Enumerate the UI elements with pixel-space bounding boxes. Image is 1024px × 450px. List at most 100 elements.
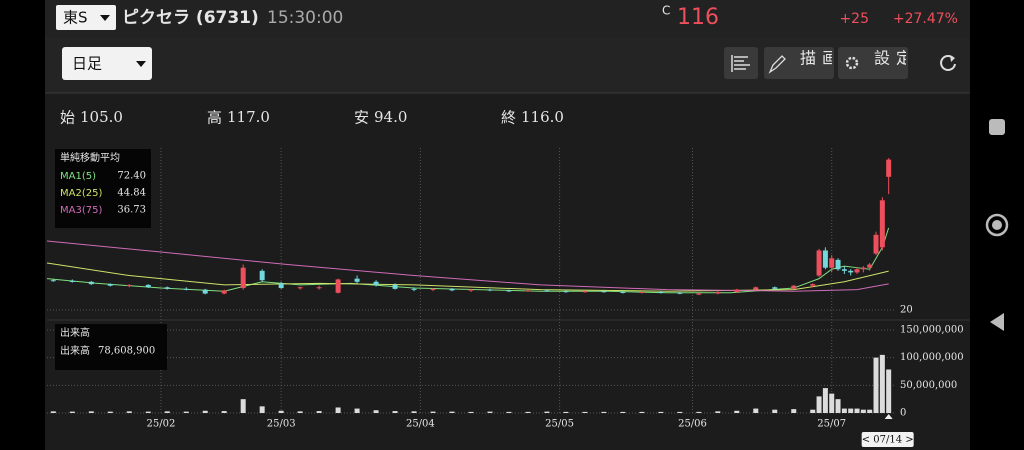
- home-dot: [992, 220, 1002, 230]
- volume-bar: [392, 411, 398, 413]
- volume-bar: [620, 411, 626, 413]
- cursor-box: [861, 432, 914, 447]
- candle-body: [696, 293, 702, 295]
- candle-body: [715, 291, 721, 294]
- candle-body: [126, 284, 132, 286]
- ma-title: 単純移動平均: [60, 151, 120, 164]
- candle-body: [841, 269, 847, 271]
- volume-bar: [867, 409, 873, 413]
- volume-tick-label: 100,000,000: [900, 352, 964, 363]
- refresh-button[interactable]: [940, 55, 956, 71]
- volume-bar: [373, 410, 379, 413]
- candle-body: [335, 279, 341, 293]
- period: 日足: [72, 55, 102, 73]
- volume-bar: [658, 411, 664, 413]
- candle-body: [810, 284, 816, 286]
- volume-bar: [734, 410, 740, 413]
- back-button[interactable]: [990, 313, 1004, 331]
- candle-body: [88, 281, 94, 285]
- dropdown-arrow: [136, 61, 146, 67]
- settings-button[interactable]: [838, 47, 908, 79]
- y-tick-label: 20: [900, 304, 913, 315]
- x-tick-label: 25/05: [545, 419, 574, 430]
- indicator-button[interactable]: [724, 47, 758, 79]
- ohlc-row: 始 105.0 高 117.0 安 94.0 終 116.0: [60, 108, 564, 127]
- legend-name: MA2(25): [60, 188, 102, 199]
- recents-button[interactable]: [989, 119, 1005, 135]
- volume-bar: [487, 411, 493, 413]
- candle-body: [69, 281, 75, 283]
- volume-bar: [183, 411, 189, 413]
- candle-body: [354, 278, 360, 282]
- candle-body: [582, 291, 588, 293]
- top-bar: [45, 0, 970, 37]
- draw-button[interactable]: [764, 47, 834, 79]
- volume-bar: [841, 408, 847, 413]
- volume-bar: [164, 411, 170, 413]
- legend-value: 36.73: [117, 205, 146, 216]
- candle-body: [816, 250, 822, 276]
- volume-bar: [202, 410, 208, 413]
- volume-bar: [88, 411, 94, 413]
- candle-body: [835, 259, 841, 270]
- candle-body: [620, 291, 626, 293]
- volume-bar: [544, 411, 550, 413]
- candle-body: [449, 288, 455, 291]
- volume-bar: [411, 411, 417, 413]
- volume-bar: [316, 411, 322, 413]
- candle-body: [791, 285, 797, 289]
- volume-bar: [677, 411, 683, 413]
- candle-body: [278, 283, 284, 289]
- home-button[interactable]: [985, 213, 1009, 237]
- volume-bar: [126, 411, 132, 413]
- ohlc-label: 高: [207, 109, 222, 127]
- volume-bar: [582, 411, 588, 413]
- candle-body: [601, 291, 607, 293]
- volume-bar: [354, 408, 360, 413]
- candle-body: [183, 288, 189, 290]
- volume-legend-box: [55, 324, 167, 370]
- candle-body: [677, 292, 683, 294]
- legend-name: MA3(75): [60, 205, 102, 216]
- volume-bar: [449, 411, 455, 413]
- time: 15:30:00: [267, 8, 343, 28]
- volume-tick-label: 50,000,000: [900, 380, 957, 391]
- candle-body: [525, 290, 531, 292]
- ma-line: [46, 240, 889, 292]
- x-tick-label: 25/07: [817, 419, 846, 430]
- volume-bar: [430, 411, 436, 413]
- candle-body: [886, 159, 892, 177]
- settings-label-clip: 設定: [874, 49, 906, 68]
- candle-body: [468, 289, 474, 291]
- volume-tick-label: 150,000,000: [900, 324, 964, 335]
- ohlc-label: 終: [501, 109, 516, 127]
- candle-body: [145, 284, 151, 288]
- gear-icon: [845, 56, 859, 70]
- volume-bar: [601, 411, 607, 413]
- period-dropdown[interactable]: [62, 47, 152, 80]
- ma-legend-box: [55, 149, 151, 228]
- volume-bar: [145, 411, 151, 413]
- candle-body: [873, 234, 879, 254]
- candle-body: [544, 290, 550, 292]
- volume-bar: [259, 406, 265, 413]
- volume-bar: [772, 409, 778, 413]
- candle-body: [658, 291, 664, 293]
- chart: 25/02 25/03 25/04 25/05 25/06 25/07 20 0 50,000,…: [46, 148, 970, 447]
- market-dropdown[interactable]: [56, 5, 116, 30]
- price: 116: [677, 5, 719, 30]
- volume-bar: [835, 399, 841, 413]
- volume-bar: [715, 411, 721, 413]
- volume-bar: [860, 409, 866, 413]
- volume-bar: [791, 409, 797, 413]
- volume-bar: [696, 411, 702, 413]
- indicator-icon: [731, 55, 750, 72]
- volume-bar: [525, 411, 531, 413]
- candle-body: [259, 270, 265, 281]
- cursor-label: < 07/14 >: [862, 435, 914, 446]
- x-tick-label: 25/06: [678, 419, 707, 430]
- draw-label-clip: 描画: [800, 49, 832, 68]
- candle-body: [772, 287, 778, 289]
